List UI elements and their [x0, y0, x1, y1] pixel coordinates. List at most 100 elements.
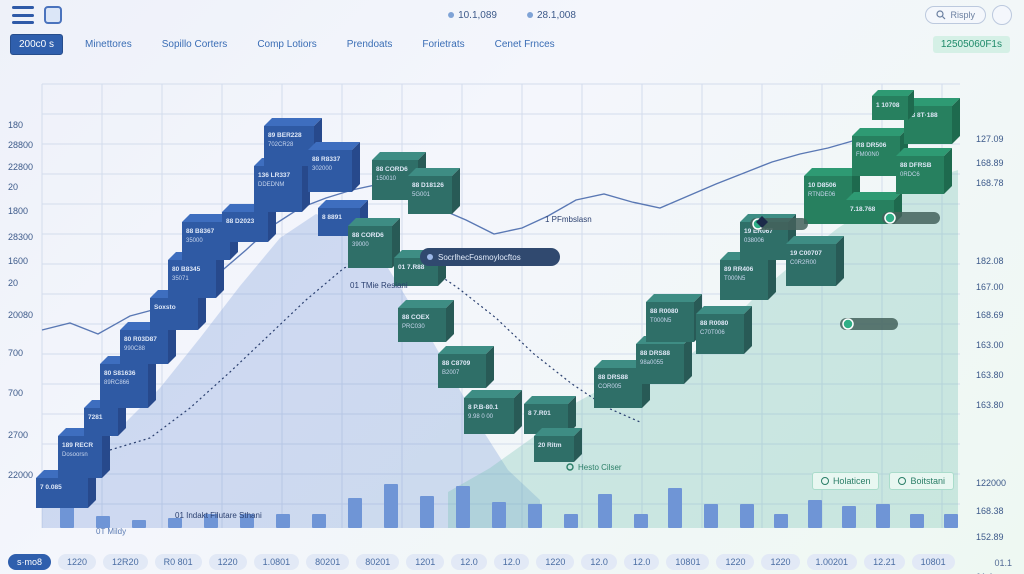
svg-text:88 D18126: 88 D18126 — [412, 182, 444, 189]
x-tick-3[interactable]: R0 801 — [155, 554, 202, 570]
svg-text:702CR28: 702CR28 — [268, 142, 294, 148]
tab-4[interactable]: Prendoats — [339, 35, 401, 54]
x-tick-9[interactable]: 12.0 — [451, 554, 487, 570]
svg-text:01 TMie Resiani: 01 TMie Resiani — [350, 281, 408, 290]
svg-text:0RDC6: 0RDC6 — [900, 172, 920, 178]
svg-text:35000: 35000 — [186, 238, 203, 244]
svg-text:B2007: B2007 — [442, 370, 460, 376]
menu-icon[interactable] — [12, 6, 34, 24]
settings-button[interactable] — [992, 5, 1012, 25]
x-tick-17[interactable]: 1.00201 — [807, 554, 858, 570]
svg-text:127.09: 127.09 — [976, 134, 1004, 144]
x-tick-18[interactable]: 12.21 — [864, 554, 905, 570]
svg-text:89RC866: 89RC866 — [104, 380, 130, 386]
svg-text:01 7.R88: 01 7.R88 — [398, 264, 425, 271]
tab-3[interactable]: Comp Lotiors — [249, 35, 324, 54]
svg-text:88 D2023: 88 D2023 — [226, 218, 255, 225]
svg-text:10 D8506: 10 D8506 — [808, 182, 837, 189]
top-metrics: 10.1,089 28.1,008 — [448, 10, 576, 21]
svg-text:88 C8709: 88 C8709 — [442, 360, 471, 367]
svg-text:20: 20 — [8, 278, 18, 288]
svg-text:7281: 7281 — [88, 414, 103, 421]
x-tick-8[interactable]: 1201 — [406, 554, 444, 570]
metric-1: 10.1,089 — [448, 10, 497, 21]
x-tick-16[interactable]: 1220 — [761, 554, 799, 570]
x-tick-5[interactable]: 1.0801 — [254, 554, 300, 570]
svg-text:80 R03D87: 80 R03D87 — [124, 336, 157, 343]
x-tick-2[interactable]: 12R20 — [103, 554, 148, 570]
x-tick-13[interactable]: 12.0 — [624, 554, 660, 570]
metric-2: 28.1,008 — [527, 10, 576, 21]
svg-text:35071: 35071 — [172, 276, 189, 282]
svg-text:168.38: 168.38 — [976, 506, 1004, 516]
svg-text:8 8891: 8 8891 — [322, 214, 342, 221]
svg-text:0T Mildy: 0T Mildy — [96, 527, 126, 536]
svg-text:8 P.B-80.1: 8 P.B-80.1 — [468, 404, 499, 411]
x-tick-15[interactable]: 1220 — [716, 554, 754, 570]
svg-text:SocrlhecFosmoylocftos: SocrlhecFosmoylocftos — [438, 253, 521, 262]
svg-text:150010: 150010 — [376, 176, 397, 182]
svg-text:88 DFRSB: 88 DFRSB — [900, 162, 932, 169]
svg-text:122000: 122000 — [976, 478, 1006, 488]
tab-2[interactable]: Sopillo Corters — [154, 35, 236, 54]
svg-text:T000N5: T000N5 — [650, 318, 672, 324]
svg-text:136 LR337: 136 LR337 — [258, 172, 291, 179]
main-chart[interactable]: 7 0.085189 RECRDosoorsn728180 S8163689RC… — [0, 58, 1024, 574]
legend-item-1[interactable]: Holaticen — [812, 472, 880, 490]
svg-text:28800: 28800 — [8, 140, 33, 150]
x-tick-11[interactable]: 1220 — [536, 554, 574, 570]
tab-1[interactable]: Minettores — [77, 35, 140, 54]
x-tick-1[interactable]: 1220 — [58, 554, 96, 570]
svg-text:038006: 038006 — [744, 238, 765, 244]
x-tick-6[interactable]: 80201 — [306, 554, 349, 570]
x-tick-7[interactable]: 80201 — [356, 554, 399, 570]
x-tick-12[interactable]: 12.0 — [581, 554, 617, 570]
svg-text:22800: 22800 — [8, 162, 33, 172]
svg-text:1 PFmbslasn: 1 PFmbslasn — [545, 215, 592, 224]
svg-text:22000: 22000 — [8, 470, 33, 480]
svg-text:98a0055: 98a0055 — [640, 360, 664, 366]
x-tick-14[interactable]: 10801 — [666, 554, 709, 570]
svg-text:C0R2R00: C0R2R00 — [790, 260, 817, 266]
svg-text:1800: 1800 — [8, 206, 28, 216]
svg-text:88 CORD6: 88 CORD6 — [352, 232, 384, 239]
svg-text:88 DRS88: 88 DRS88 — [598, 374, 628, 381]
tab-0[interactable]: 200c0 s — [10, 34, 63, 55]
logo-icon[interactable] — [44, 6, 62, 24]
svg-text:7.18.768: 7.18.768 — [850, 206, 876, 213]
svg-text:152.89: 152.89 — [976, 532, 1004, 542]
x-tick-4[interactable]: 1220 — [209, 554, 247, 570]
svg-text:2700: 2700 — [8, 430, 28, 440]
svg-text:20: 20 — [8, 182, 18, 192]
svg-text:20 Ritm: 20 Ritm — [538, 442, 562, 449]
svg-text:1600: 1600 — [8, 256, 28, 266]
svg-text:DDEDNM: DDEDNM — [258, 182, 284, 188]
svg-text:Dosoorsn: Dosoorsn — [62, 452, 88, 458]
svg-text:163.00: 163.00 — [976, 340, 1004, 350]
svg-text:R8 DR506: R8 DR506 — [856, 142, 887, 149]
svg-text:88 R0080: 88 R0080 — [650, 308, 679, 315]
svg-text:88 CORD6: 88 CORD6 — [376, 166, 408, 173]
svg-text:80 S81636: 80 S81636 — [104, 370, 136, 377]
svg-text:700: 700 — [8, 348, 23, 358]
x-axis: s·mo8 1220 12R20 R0 801 1220 1.0801 80201 80201… — [8, 554, 964, 570]
svg-text:180: 180 — [8, 120, 23, 130]
svg-text:PRC030: PRC030 — [402, 324, 425, 330]
x-tick-0[interactable]: s·mo8 — [8, 554, 51, 570]
svg-text:163.80: 163.80 — [976, 400, 1004, 410]
svg-text:28300: 28300 — [8, 232, 33, 242]
tab-6[interactable]: Cenet Frnces — [487, 35, 563, 54]
search-input[interactable]: Risply — [925, 6, 986, 24]
x-tick-19[interactable]: 10801 — [912, 554, 955, 570]
y-axis-left: 1802880022800201800283001600202008070070… — [8, 120, 33, 480]
tab-5[interactable]: Forietrats — [414, 35, 472, 54]
svg-text:168.78: 168.78 — [976, 178, 1004, 188]
svg-text:T000N5: T000N5 — [724, 276, 746, 282]
svg-text:168.89: 168.89 — [976, 158, 1004, 168]
x-tick-10[interactable]: 12.0 — [494, 554, 530, 570]
svg-text:163.80: 163.80 — [976, 370, 1004, 380]
legend-item-2[interactable]: Boitstani — [889, 472, 954, 490]
svg-text:167.00: 167.00 — [976, 282, 1004, 292]
top-status-tag: 12505060F1s — [933, 36, 1010, 53]
svg-text:168.69: 168.69 — [976, 310, 1004, 320]
